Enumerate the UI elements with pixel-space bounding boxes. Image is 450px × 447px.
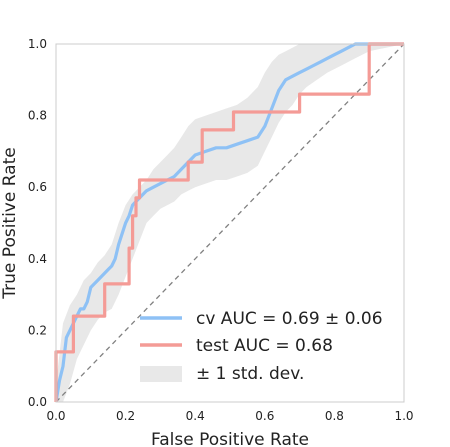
plot-frame [55,43,405,403]
legend-label: test AUC = 0.68 [196,336,333,356]
x-tick-label: 0.4 [186,409,205,423]
x-ticks: 0.0 0.2 0.4 0.6 0.8 1.0 [46,409,413,423]
y-axis-label: True Positive Rate [0,147,20,299]
y-ticks: 0.0 0.2 0.4 0.6 0.8 1.0 [28,37,47,409]
x-tick-label: 0.6 [255,409,274,423]
legend-label: ± 1 std. dev. [196,364,304,384]
x-tick-label: 0.8 [325,409,344,423]
x-tick-label: 0.0 [46,409,65,423]
y-tick-label: 0.8 [28,109,47,123]
chance-layer [55,43,405,403]
chance-line [55,43,405,403]
series-layer [54,42,404,403]
y-tick-label: 0.0 [28,395,47,409]
test-roc-line [54,42,404,402]
y-tick-label: 0.2 [28,323,47,337]
cv-roc-line [54,42,404,403]
y-tick-label: 0.6 [28,180,47,194]
x-axis-label: False Positive Rate [151,430,309,447]
legend-label: cv AUC = 0.69 ± 0.06 [196,309,383,329]
x-tick-label: 1.0 [394,409,413,423]
legend-swatch-band [140,366,182,382]
x-tick-label: 0.2 [116,409,135,423]
y-tick-label: 1.0 [28,37,47,51]
legend: cv AUC = 0.69 ± 0.06 test AUC = 0.68 ± 1 s… [140,309,383,384]
y-tick-label: 0.4 [28,252,47,266]
